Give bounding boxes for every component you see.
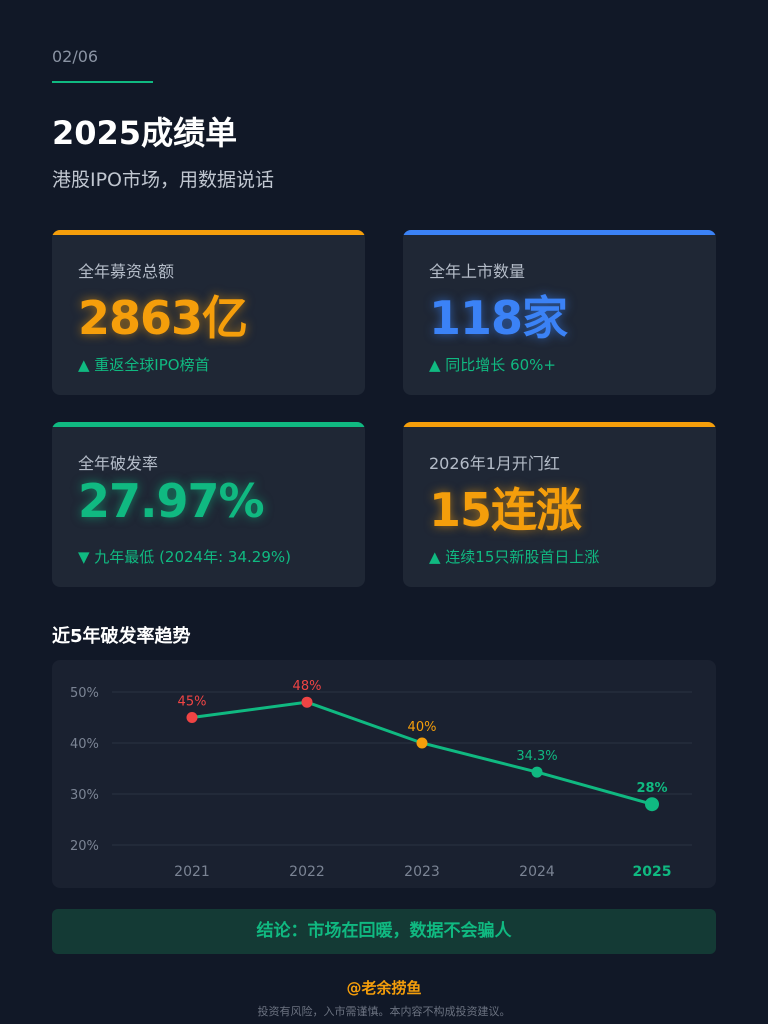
chart-panel: 50% 40% 30% 20% 45% 2021 48% 2022 40% 2023 34.3% 20… (52, 660, 716, 888)
page-indicator: 02/06 (52, 47, 99, 66)
line-chart: 50% 40% 30% 20% 45% 2021 48% 2022 40% 2023 34.3% 20… (70, 679, 692, 880)
conclusion-banner: 结论：市场在回暖，数据不会骗人 (52, 909, 716, 954)
disclaimer: 投资有风险，入市需谨慎。本内容不构成投资建议。 (257, 1005, 511, 1018)
y-tick-label: 20% (70, 839, 99, 854)
chart-title: 近5年破发率趋势 (52, 626, 191, 647)
stat-card: 2026年1月开门红 15连涨 ▲ 连续15只新股首日上涨 (403, 422, 716, 587)
divider (52, 81, 153, 83)
x-tick-label: 2023 (404, 864, 440, 880)
card-label: 2026年1月开门红 (429, 454, 560, 473)
data-label: 45% (178, 695, 207, 710)
card-accent-bar (52, 230, 365, 235)
y-tick-label: 50% (70, 686, 99, 701)
data-point (301, 696, 313, 708)
data-label: 40% (408, 720, 437, 735)
card-label: 全年募资总额 (78, 262, 175, 281)
card-note: ▲ 连续15只新股首日上涨 (429, 548, 600, 566)
data-label: 34.3% (516, 749, 557, 764)
card-accent-bar (52, 422, 365, 427)
card-label: 全年上市数量 (429, 262, 526, 281)
data-point (531, 766, 543, 778)
x-tick-label: 2022 (289, 864, 325, 880)
stat-card: 全年上市数量 118家 ▲ 同比增长 60%+ (403, 230, 716, 395)
card-value: 27.97% (78, 474, 265, 528)
data-point (416, 737, 428, 749)
y-tick-label: 40% (70, 737, 99, 752)
y-tick-label: 30% (70, 788, 99, 803)
card-accent-bar (403, 230, 716, 235)
series-line (191, 700, 653, 806)
card-note: ▼ 九年最低 (2024年: 34.29%) (78, 548, 291, 566)
card-value: 15连涨 (429, 483, 582, 537)
data-label: 28% (636, 781, 667, 796)
card-note: ▲ 重返全球IPO榜首 (78, 356, 210, 374)
card-note: ▲ 同比增长 60%+ (429, 356, 556, 374)
page-title: 2025成绩单 (52, 114, 238, 152)
stat-card: 全年破发率 27.97% ▼ 九年最低 (2024年: 34.29%) (52, 422, 365, 587)
x-tick-label: 2025 (633, 864, 672, 880)
card-label: 全年破发率 (78, 454, 159, 473)
brand-handle: @老余捞鱼 (346, 979, 422, 997)
data-label: 48% (293, 679, 322, 694)
card-value: 118家 (429, 291, 568, 345)
page-subtitle: 港股IPO市场，用数据说话 (52, 169, 275, 191)
card-value: 2863亿 (78, 291, 248, 345)
stat-card: 全年募资总额 2863亿 ▲ 重返全球IPO榜首 (52, 230, 365, 395)
data-point (186, 712, 198, 723)
data-point (645, 797, 659, 812)
x-tick-label: 2021 (174, 864, 210, 880)
x-tick-label: 2024 (519, 864, 555, 880)
card-accent-bar (403, 422, 716, 427)
